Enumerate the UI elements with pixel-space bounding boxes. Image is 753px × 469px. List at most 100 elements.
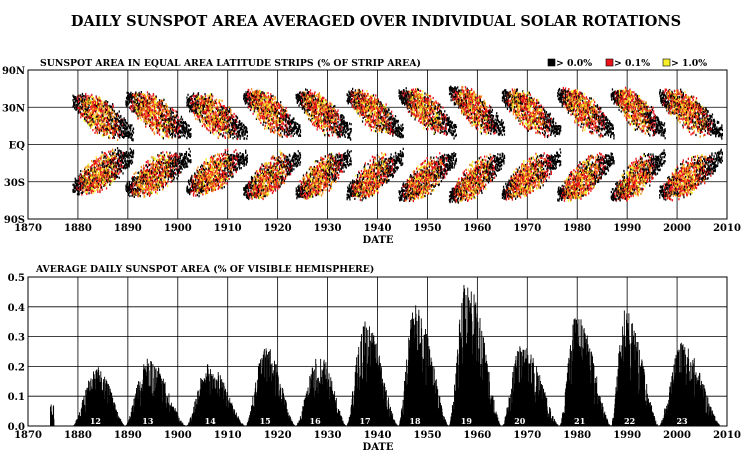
butterfly-cell [79,193,80,195]
butterfly-cell [88,164,89,166]
butterfly-cell [208,115,209,117]
butterfly-cell [110,117,111,119]
butterfly-cell [189,148,190,150]
butterfly-cell [213,185,214,187]
butterfly-cell [97,101,98,103]
butterfly-cell [106,154,107,156]
butterfly-cell [80,170,81,172]
butterfly-cell [145,126,146,128]
butterfly-cell [93,114,94,116]
butterfly-cell [193,193,194,195]
butterfly-cell [132,134,133,136]
butterfly-cell [141,119,142,121]
butterfly-cell [75,190,76,192]
butterfly-cell [217,180,218,182]
butterfly-cell [201,171,202,173]
butterfly-cell [170,167,171,169]
butterfly-cell [206,160,207,162]
butterfly-cell [167,106,168,108]
butterfly-legend: > 0.0%> 0.1%> 1.0% [548,58,707,69]
butterfly-cell [217,130,218,132]
butterfly-cell [117,176,118,178]
butterfly-cell [92,129,93,131]
butterfly-cell [176,111,177,113]
butterfly-cell [110,180,111,182]
butterfly-cell [146,161,147,163]
butterfly-cell [143,165,144,167]
butterfly-cell [125,158,126,160]
butterfly-cell [88,106,89,108]
butterfly-cell [188,180,189,182]
butterfly-cell [82,191,83,193]
butterfly-cell [151,96,152,98]
butterfly-cell [157,192,158,194]
butterfly-cell [131,159,132,161]
butterfly-cell [184,164,185,166]
butterfly-cell [190,155,191,157]
butterfly-cell [103,105,104,107]
butterfly-cell [155,157,156,159]
butterfly-cell [114,110,115,112]
butterfly-cell [89,109,90,111]
butterfly-cell [215,112,216,114]
butterfly-cell [126,122,127,124]
butterfly-cell [180,157,181,159]
butterfly-cell [152,192,153,194]
butterfly-cell [160,155,161,157]
butterfly-cell [111,106,112,108]
butterfly-cell [172,177,173,179]
butterfly-cell [150,119,151,121]
butterfly-cell [170,108,171,110]
butterfly-cell [102,154,103,156]
butterfly-cell [96,158,97,160]
butterfly-cell [174,176,175,178]
butterfly-cell [195,102,196,104]
butterfly-cell [137,118,138,120]
butterfly-cell [111,176,112,178]
butterfly-cell [206,168,207,170]
butterfly-cell [104,134,105,136]
butterfly-cell [119,177,120,179]
butterfly-cell [189,183,190,185]
butterfly-cell [129,132,130,134]
butterfly-cell [114,152,115,154]
butterfly-cell [132,104,133,106]
butterfly-cell [147,91,148,93]
butterfly-cell [101,156,102,158]
butterfly-cell [173,112,174,114]
butterfly-cell [119,110,120,112]
butterfly-cell [181,154,182,156]
butterfly-cell [138,98,139,100]
butterfly-cell [185,157,186,159]
butterfly-cell [126,151,127,153]
butterfly-cell [192,98,193,100]
butterfly-cell [165,176,166,178]
butterfly-cell [108,169,109,171]
butterfly-cell [189,125,190,127]
butterfly-cell [130,92,131,94]
butterfly-cell [163,110,164,112]
butterfly-cell [190,128,191,130]
butterfly-cell [200,183,201,185]
butterfly-cell [133,128,134,130]
butterfly-cell [217,153,218,155]
butterfly-cell [157,128,158,130]
butterfly-cell [127,101,128,103]
butterfly-cell [85,93,86,95]
legend-label: > 0.0% [556,58,592,69]
butterfly-cell [151,156,152,158]
butterfly-cell [180,118,181,120]
butterfly-cell [219,114,220,116]
butterfly-cell [198,92,199,94]
butterfly-cell [186,153,187,155]
butterfly-cell [144,195,145,197]
butterfly-cell [175,135,176,137]
butterfly-cell [181,116,182,118]
butterfly-cell [176,165,177,167]
butterfly-cell [156,181,157,183]
butterfly-cell [86,95,87,97]
butterfly-cell [97,191,98,193]
butterfly-cell [140,93,141,95]
butterfly-cell [155,108,156,110]
